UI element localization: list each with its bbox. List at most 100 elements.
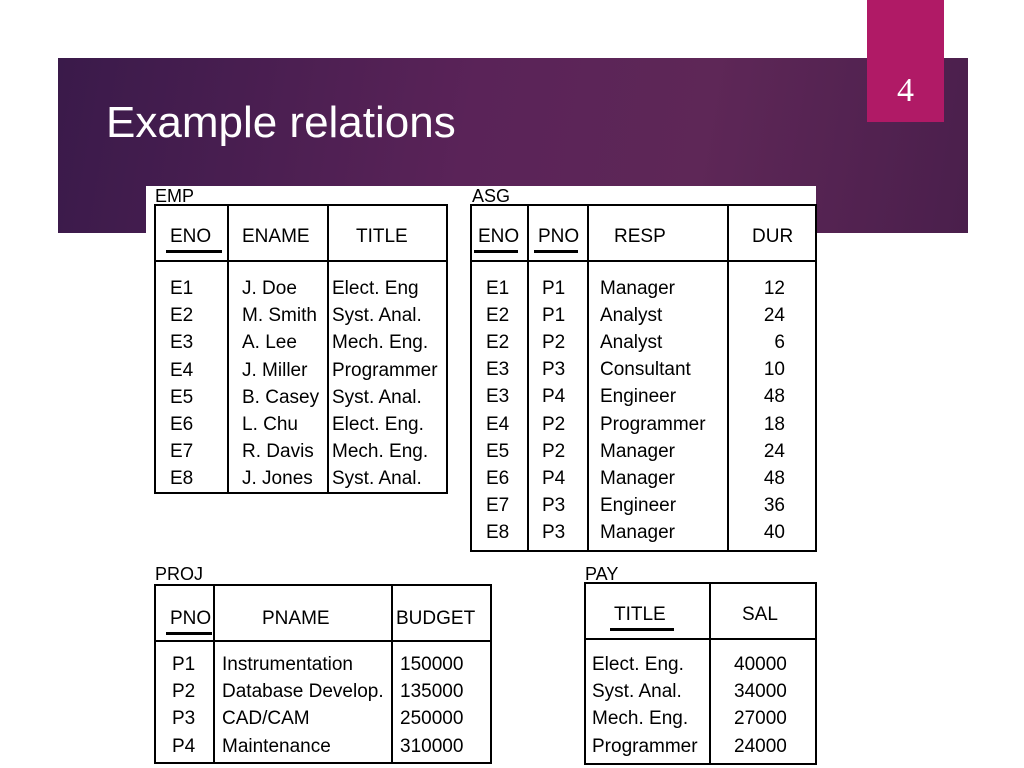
emp-cell: R. Davis xyxy=(242,441,314,463)
slide-title: Example relations xyxy=(106,98,456,147)
pay-header-sal: SAL xyxy=(742,604,778,625)
proj-cell: Maintenance xyxy=(222,735,331,757)
emp-relation-name: EMP xyxy=(155,186,195,206)
asg-cell: E2 xyxy=(486,305,510,327)
asg-cell: E3 xyxy=(486,359,510,381)
asg-cell: Analyst xyxy=(600,305,663,327)
asg-cell: P3 xyxy=(542,521,566,543)
pay-table: TITLE SAL Elect. Eng. 40000 Syst. Anal. 34000… xyxy=(584,582,817,765)
asg-cell: E7 xyxy=(486,494,510,516)
asg-cell: P2 xyxy=(542,413,566,435)
pay-cell: Syst. Anal. xyxy=(592,681,682,703)
pay-cell: Elect. Eng. xyxy=(592,654,684,675)
proj-cell: 135000 xyxy=(400,681,464,703)
emp-cell: E7 xyxy=(170,441,194,463)
asg-cell: E2 xyxy=(486,332,510,354)
pay-relation-name: PAY xyxy=(585,564,619,584)
emp-cell: E5 xyxy=(170,386,194,408)
asg-header-dur: DUR xyxy=(752,226,794,247)
pay-header-title: TITLE xyxy=(614,604,666,625)
emp-header-title: TITLE xyxy=(356,226,408,247)
proj-relation-name: PROJ xyxy=(155,564,204,584)
asg-header-pno: PNO xyxy=(538,226,580,247)
asg-cell: Engineer xyxy=(600,494,677,516)
asg-cell: 48 xyxy=(763,467,785,489)
asg-cell: Manager xyxy=(600,278,675,299)
asg-cell: E3 xyxy=(486,386,510,408)
proj-cell: Instrumentation xyxy=(222,654,353,675)
pay-cell: 24000 xyxy=(734,735,787,757)
proj-cell: P1 xyxy=(172,654,196,675)
asg-cell: 18 xyxy=(763,413,785,435)
emp-cell: Elect. Eng. xyxy=(332,414,424,435)
pay-cell: Mech. Eng. xyxy=(592,708,689,730)
asg-cell: P2 xyxy=(542,332,566,354)
emp-header-divider xyxy=(156,260,446,262)
asg-header-divider xyxy=(472,260,815,262)
emp-cell: A. Lee xyxy=(242,332,297,354)
proj-cell: 250000 xyxy=(400,708,464,730)
asg-cell: Programmer xyxy=(600,413,706,435)
asg-cell: P3 xyxy=(542,494,566,516)
asg-column-divider xyxy=(587,206,589,550)
pay-cell: 34000 xyxy=(734,681,787,703)
asg-cell: E6 xyxy=(486,467,510,489)
proj-header-divider xyxy=(156,640,490,642)
emp-cell: E8 xyxy=(170,468,194,490)
asg-cell: 48 xyxy=(763,386,785,408)
emp-cell: B. Casey xyxy=(242,386,320,408)
emp-cell: Programmer xyxy=(332,359,438,381)
proj-table: PNO PNAME BUDGET P1 Instrumentation 150000 P2 D… xyxy=(154,584,492,764)
proj-header-pno: PNO xyxy=(170,608,212,629)
proj-cell: 310000 xyxy=(400,735,464,757)
asg-cell: P1 xyxy=(542,305,566,327)
asg-column-divider xyxy=(727,206,729,550)
page-number: 4 xyxy=(897,72,914,109)
emp-cell: Syst. Anal. xyxy=(332,305,422,327)
emp-cell: J. Doe xyxy=(242,278,297,299)
asg-cell: E1 xyxy=(486,278,510,299)
pay-column-divider xyxy=(709,584,711,763)
emp-header-ename: ENAME xyxy=(242,226,310,247)
proj-cell: P2 xyxy=(172,681,196,703)
emp-cell: J. Jones xyxy=(242,468,313,490)
proj-header-pname: PNAME xyxy=(262,608,330,629)
pay-cell: 27000 xyxy=(734,708,787,730)
emp-cell: Mech. Eng. xyxy=(332,332,429,354)
emp-cell: E4 xyxy=(170,359,194,381)
asg-cell: P4 xyxy=(542,467,566,489)
proj-header-budget: BUDGET xyxy=(396,608,476,629)
emp-key-underline xyxy=(166,250,222,253)
asg-table: ENO PNO RESP DUR E1 P1 Manager 12 E2 P1 Analyst 24 E… xyxy=(470,204,817,552)
proj-column-divider xyxy=(391,586,393,762)
asg-cell: 24 xyxy=(763,305,785,327)
asg-cell: E8 xyxy=(486,521,510,543)
asg-cell: Manager xyxy=(600,440,675,462)
emp-cell: J. Miller xyxy=(242,359,308,381)
emp-cell: E2 xyxy=(170,305,194,327)
pay-header-divider xyxy=(586,638,815,640)
emp-cell: Syst. Anal. xyxy=(332,386,422,408)
emp-header-eno: ENO xyxy=(170,226,212,247)
proj-key-underline xyxy=(166,632,212,635)
emp-cell: E1 xyxy=(170,278,194,299)
asg-cell: 36 xyxy=(763,494,785,516)
asg-cell: P1 xyxy=(542,278,566,299)
asg-cell: 10 xyxy=(763,359,785,381)
emp-column-divider xyxy=(227,206,229,492)
emp-cell: E6 xyxy=(170,414,194,435)
proj-cell: 150000 xyxy=(400,654,464,675)
asg-key-underline xyxy=(534,250,578,253)
asg-cell: E5 xyxy=(486,440,510,462)
proj-cell: P3 xyxy=(172,708,196,730)
emp-cell: Syst. Anal. xyxy=(332,468,422,490)
asg-cell: 24 xyxy=(763,440,785,462)
asg-cell: Manager xyxy=(600,467,675,489)
asg-cell: P2 xyxy=(542,440,566,462)
asg-header-eno: ENO xyxy=(478,226,520,247)
asg-cell: 12 xyxy=(763,278,785,299)
asg-column-divider xyxy=(527,206,529,550)
emp-cell: M. Smith xyxy=(242,305,317,327)
pay-key-underline xyxy=(610,628,674,631)
asg-cell: Engineer xyxy=(600,386,677,408)
